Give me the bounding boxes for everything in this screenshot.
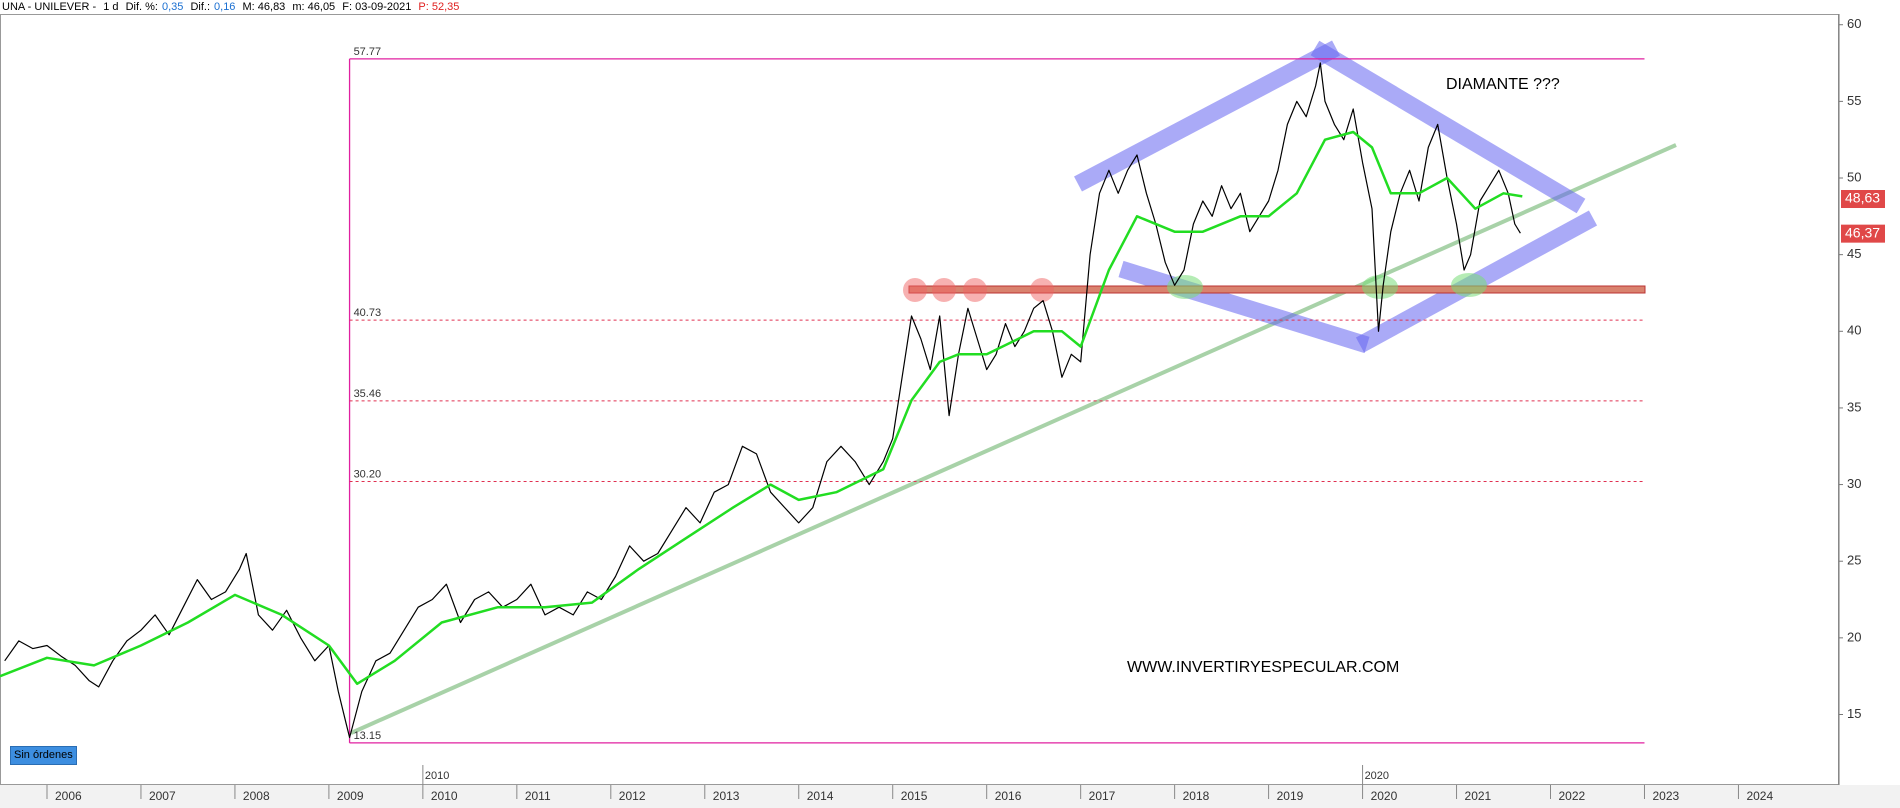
drawings — [348, 40, 1677, 744]
price-tag-label: 46,37 — [1845, 224, 1880, 240]
value: m: 46,05 — [292, 1, 336, 13]
y-tick-label: 25 — [1847, 553, 1861, 568]
series-line — [4, 62, 1521, 739]
price-tag — [1841, 224, 1885, 243]
x-tick-label: 2021 — [1465, 789, 1492, 803]
resistance-band — [908, 285, 1646, 294]
x-tick-label: 2023 — [1652, 789, 1679, 803]
period: 1 d — [103, 1, 119, 13]
label: Dif. %: — [125, 1, 158, 13]
x-tick-label: 2022 — [1559, 789, 1586, 803]
y-tick-label: 40 — [1847, 323, 1861, 338]
value: 0,16 — [214, 1, 236, 13]
annotation: WWW.INVERTIRYESPECULAR.COM — [1127, 659, 1399, 676]
x-tick-label: 2020 — [1371, 789, 1398, 803]
x-tick-label: 2018 — [1183, 789, 1210, 803]
major-x-tick-label: 2020 — [1365, 770, 1389, 782]
touch-marker — [1030, 278, 1054, 302]
fib-label: 30.20 — [354, 468, 382, 480]
touch-marker — [932, 278, 956, 302]
x-tick-label: 2015 — [901, 789, 928, 803]
price-tag-label: 48,63 — [1845, 190, 1880, 206]
y-tick-label: 60 — [1847, 16, 1861, 31]
symbol: UNA - UNILEVER - — [2, 1, 97, 13]
y-tick-label: 30 — [1847, 476, 1861, 491]
y-tick-label: 45 — [1847, 246, 1861, 261]
value: 0,35 — [161, 1, 184, 13]
plot-frame — [0, 14, 1839, 785]
fib-label: 57.77 — [354, 46, 382, 58]
x-tick-label: 2014 — [807, 789, 834, 803]
major-x-tick-label: 2010 — [425, 770, 449, 782]
price-tag — [1841, 190, 1885, 209]
y-tick-label: 55 — [1847, 93, 1861, 108]
fib-label: 35.46 — [354, 388, 382, 400]
x-tick-label: 2019 — [1277, 789, 1304, 803]
diamond-edge — [1310, 40, 1586, 214]
diamond-edge — [1118, 260, 1370, 354]
support-marker — [1362, 275, 1398, 299]
x-tick-label: 2016 — [995, 789, 1022, 803]
label: Dif.: — [190, 1, 211, 13]
support-marker — [1167, 275, 1203, 299]
x-axis-strip — [0, 785, 1900, 808]
x-tick-label: 2009 — [337, 789, 364, 803]
y-tick-label: 35 — [1847, 399, 1861, 414]
x-tick-label: 2012 — [619, 789, 646, 803]
x-tick-label: 2017 — [1089, 789, 1116, 803]
touch-marker — [963, 278, 987, 302]
series-line — [0, 130, 1523, 686]
x-tick-label: 2006 — [55, 789, 82, 803]
x-tick-label: 2011 — [525, 789, 551, 803]
x-tick-label: 2013 — [713, 789, 740, 803]
x-tick-label: 2008 — [243, 789, 270, 803]
status-badge: Sin órdenes — [10, 746, 77, 765]
trendline — [350, 143, 1677, 735]
diamond-edge — [1074, 40, 1340, 192]
header: UNA - UNILEVER - 1 d Dif. %: 0,35 Dif.: 0,… — [2, 1, 463, 15]
x-tick-label: 2007 — [149, 789, 176, 803]
y-tick-label: 50 — [1847, 169, 1861, 184]
y-tick-label: 20 — [1847, 629, 1861, 644]
x-tick-label: 2010 — [431, 789, 458, 803]
annotation: DIAMANTE ??? — [1446, 76, 1560, 93]
value: M: 46,83 — [242, 1, 286, 13]
value: F: 03-09-2021 — [342, 1, 412, 13]
support-marker — [1451, 273, 1487, 297]
fib-label: 13.15 — [354, 730, 382, 742]
value: P: 52,35 — [418, 1, 460, 13]
y-tick-label: 15 — [1847, 706, 1861, 721]
touch-marker — [903, 278, 927, 302]
x-tick-label: 2024 — [1746, 789, 1773, 803]
fib-label: 40.73 — [354, 307, 382, 319]
